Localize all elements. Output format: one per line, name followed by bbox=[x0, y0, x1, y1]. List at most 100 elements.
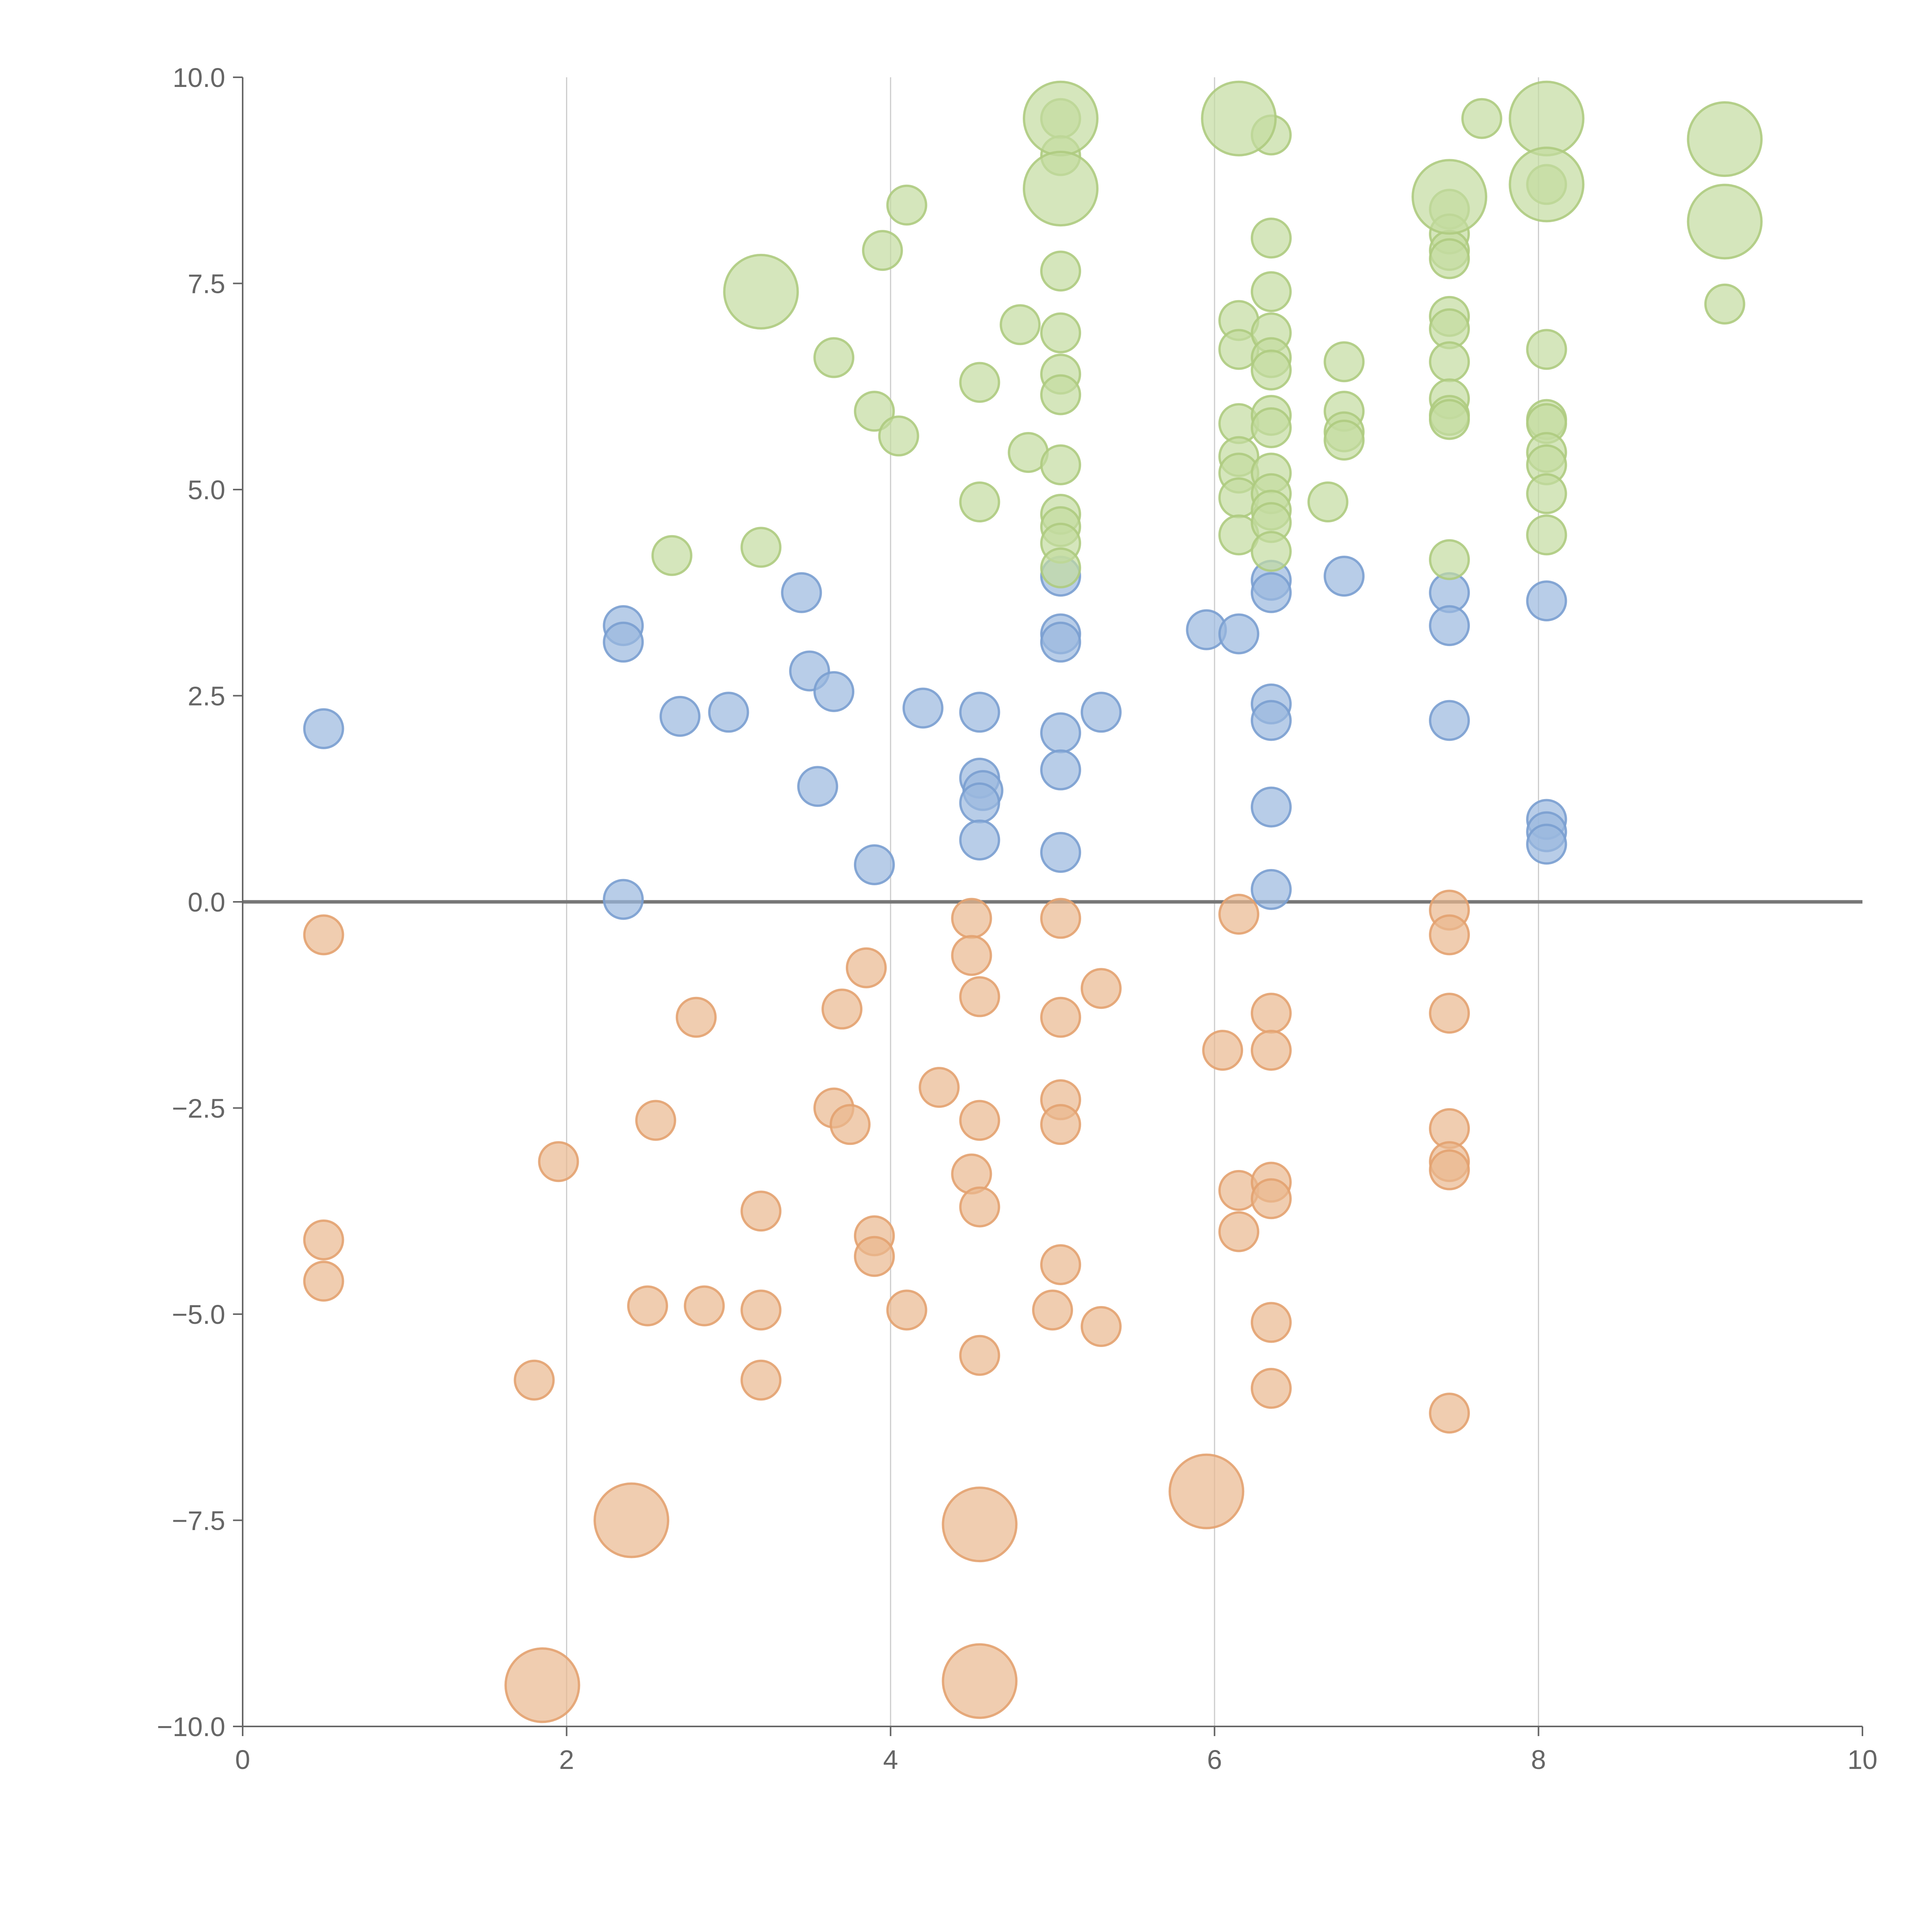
data-point bbox=[1323, 341, 1365, 383]
data-point bbox=[1040, 749, 1081, 791]
data-point bbox=[1000, 304, 1041, 345]
data-point bbox=[1526, 580, 1567, 622]
highlighted-data-point bbox=[1168, 1453, 1245, 1529]
axes-layer bbox=[233, 77, 1863, 1736]
data-point bbox=[1040, 374, 1081, 415]
data-point bbox=[303, 1219, 344, 1260]
data-point bbox=[1040, 997, 1081, 1038]
data-point bbox=[1218, 613, 1260, 655]
data-point bbox=[918, 1067, 960, 1108]
data-point bbox=[1323, 419, 1365, 461]
highlighted-data-point bbox=[1509, 146, 1585, 223]
tick-labels-layer: 0 2 4 6 8 10 10.0 7.5 5.0 2.5 0.0 −2.5 −5.0 −7.5 −10.0 bbox=[157, 63, 1878, 1775]
data-point bbox=[1218, 894, 1260, 935]
y-tick-label: −7.5 bbox=[172, 1506, 225, 1536]
x-tick-label: 6 bbox=[1207, 1745, 1222, 1775]
highlighted-data-point bbox=[1022, 151, 1099, 227]
highlighted-data-point bbox=[504, 1647, 580, 1723]
data-point bbox=[635, 1100, 676, 1141]
data-point bbox=[845, 947, 887, 988]
data-point bbox=[1429, 1149, 1470, 1190]
data-point bbox=[603, 879, 644, 920]
data-point bbox=[854, 391, 895, 432]
data-point bbox=[959, 1100, 1000, 1141]
data-point bbox=[1323, 556, 1365, 597]
data-point bbox=[886, 184, 927, 226]
data-point bbox=[1250, 531, 1292, 572]
data-point bbox=[651, 535, 692, 576]
y-tick-label: 10.0 bbox=[173, 63, 225, 93]
data-point bbox=[951, 898, 992, 939]
data-point bbox=[862, 230, 903, 271]
data-point bbox=[813, 337, 855, 378]
data-point bbox=[959, 692, 1000, 733]
data-point bbox=[1040, 312, 1081, 354]
data-point bbox=[959, 976, 1000, 1017]
data-point bbox=[959, 819, 1000, 861]
data-point bbox=[1429, 914, 1470, 956]
highlighted-data-point bbox=[1022, 80, 1099, 156]
data-point bbox=[1250, 349, 1292, 391]
x-tick-label: 0 bbox=[235, 1745, 250, 1775]
data-point bbox=[1040, 1244, 1081, 1285]
data-point bbox=[740, 1190, 782, 1232]
data-point bbox=[1250, 1368, 1292, 1409]
highlighted-data-point bbox=[1687, 184, 1763, 260]
data-point bbox=[1250, 218, 1292, 259]
data-point bbox=[708, 692, 749, 733]
highlighted-data-point bbox=[942, 1643, 1018, 1719]
data-point bbox=[813, 671, 855, 712]
highlighted-data-point bbox=[942, 1486, 1018, 1563]
data-point bbox=[1080, 692, 1122, 733]
data-point bbox=[303, 1260, 344, 1302]
data-point bbox=[1307, 481, 1349, 523]
y-tick-label: −10.0 bbox=[157, 1712, 225, 1742]
y-tick-label: −5.0 bbox=[172, 1299, 225, 1330]
data-point bbox=[1250, 572, 1292, 613]
points-layer bbox=[303, 80, 1763, 1723]
data-point bbox=[854, 844, 895, 885]
data-point bbox=[1040, 712, 1081, 753]
x-tick-label: 10 bbox=[1847, 1745, 1878, 1775]
data-point bbox=[303, 708, 344, 749]
y-tick-label: 0.0 bbox=[188, 887, 225, 917]
data-point bbox=[1429, 399, 1470, 440]
data-point bbox=[1526, 329, 1567, 370]
data-point bbox=[1040, 444, 1081, 485]
data-point bbox=[1429, 993, 1470, 1034]
data-point bbox=[1429, 341, 1470, 383]
data-point bbox=[1040, 898, 1081, 939]
highlighted-data-point bbox=[594, 1482, 670, 1558]
data-point bbox=[1250, 1302, 1292, 1343]
data-point bbox=[1032, 1289, 1073, 1331]
data-point bbox=[902, 687, 944, 729]
data-point bbox=[797, 766, 838, 807]
y-tick-label: 2.5 bbox=[188, 681, 225, 711]
data-point bbox=[1218, 1211, 1260, 1252]
data-point bbox=[1250, 869, 1292, 910]
y-tick-label: 5.0 bbox=[188, 475, 225, 505]
data-point bbox=[1250, 1030, 1292, 1071]
x-tick-label: 2 bbox=[559, 1745, 574, 1775]
data-point bbox=[1040, 832, 1081, 873]
data-point bbox=[1080, 1306, 1122, 1347]
y-tick-label: −2.5 bbox=[172, 1094, 225, 1124]
data-point bbox=[684, 1285, 725, 1327]
data-point bbox=[1040, 547, 1081, 588]
data-point bbox=[1526, 823, 1567, 865]
data-point bbox=[1429, 238, 1470, 279]
data-point bbox=[1429, 605, 1470, 646]
data-point bbox=[1040, 621, 1081, 663]
highlighted-data-point bbox=[1412, 159, 1488, 235]
data-point bbox=[959, 362, 1000, 403]
data-point bbox=[1461, 98, 1502, 139]
data-point bbox=[821, 988, 863, 1030]
data-point bbox=[603, 621, 644, 663]
data-point bbox=[878, 415, 919, 457]
data-point bbox=[1250, 993, 1292, 1034]
highlighted-data-point bbox=[723, 253, 799, 330]
data-point bbox=[959, 1186, 1000, 1228]
data-point bbox=[1250, 407, 1292, 448]
data-point bbox=[781, 572, 822, 613]
